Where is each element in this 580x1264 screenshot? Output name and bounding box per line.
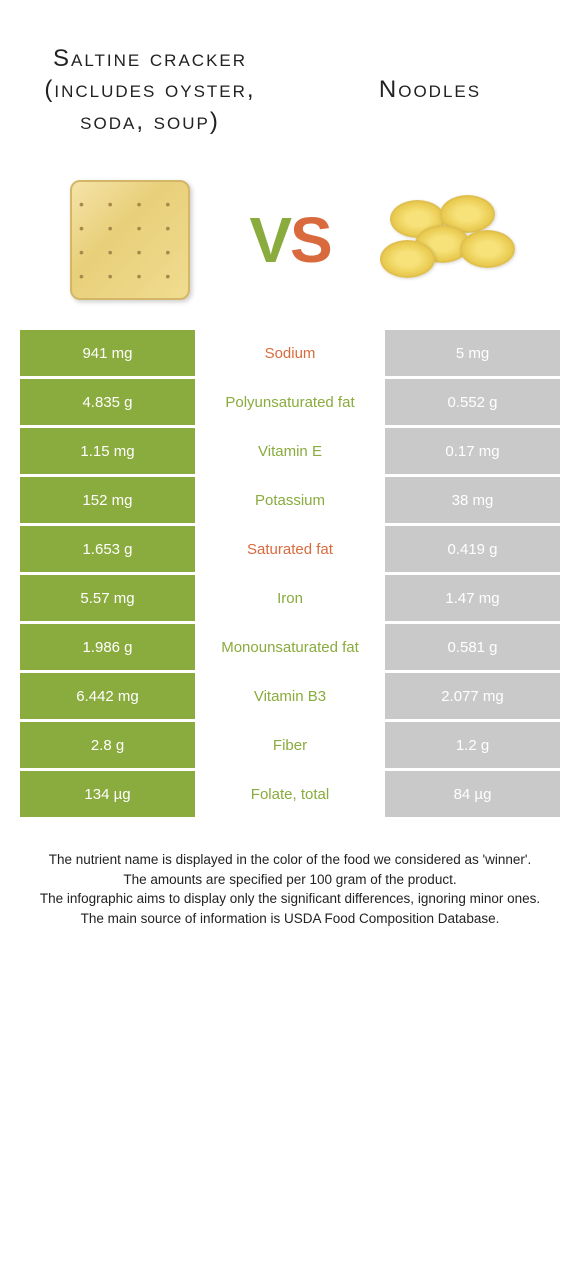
left-value: 6.442 mg <box>20 673 195 719</box>
left-value: 1.653 g <box>20 526 195 572</box>
nutrient-row: 1.653 gSaturated fat0.419 g <box>20 526 560 572</box>
left-value: 4.835 g <box>20 379 195 425</box>
footer-notes: The nutrient name is displayed in the co… <box>0 820 580 948</box>
vs-s: S <box>290 204 331 276</box>
right-value: 1.2 g <box>385 722 560 768</box>
right-value: 1.47 mg <box>385 575 560 621</box>
vs-label: VS <box>239 203 340 277</box>
nutrient-row: 941 mgSodium5 mg <box>20 330 560 376</box>
nutrient-name: Fiber <box>195 722 385 768</box>
nutrient-name: Polyunsaturated fat <box>195 379 385 425</box>
left-value: 1.986 g <box>20 624 195 670</box>
nutrient-row: 1.15 mgVitamin E0.17 mg <box>20 428 560 474</box>
image-row: VS <box>0 170 580 330</box>
noodles-icon <box>380 195 520 285</box>
cracker-icon <box>70 180 190 300</box>
nutrient-name: Iron <box>195 575 385 621</box>
footer-line-1: The nutrient name is displayed in the co… <box>20 850 560 870</box>
nutrient-name: Vitamin E <box>195 428 385 474</box>
right-food-image <box>341 195 560 285</box>
nutrient-row: 6.442 mgVitamin B32.077 mg <box>20 673 560 719</box>
left-value: 134 µg <box>20 771 195 817</box>
right-value: 0.581 g <box>385 624 560 670</box>
nutrient-row: 2.8 gFiber1.2 g <box>20 722 560 768</box>
right-food-title: Noodles <box>290 74 570 105</box>
left-value: 5.57 mg <box>20 575 195 621</box>
nutrient-name: Monounsaturated fat <box>195 624 385 670</box>
right-value: 2.077 mg <box>385 673 560 719</box>
left-food-title: Saltine cracker (includes oyster, soda, … <box>10 43 290 137</box>
vs-v: V <box>249 204 290 276</box>
right-value: 5 mg <box>385 330 560 376</box>
nutrient-row: 134 µgFolate, total84 µg <box>20 771 560 817</box>
header-row: Saltine cracker (includes oyster, soda, … <box>0 0 580 170</box>
left-value: 2.8 g <box>20 722 195 768</box>
footer-line-2: The amounts are specified per 100 gram o… <box>20 870 560 890</box>
right-value: 38 mg <box>385 477 560 523</box>
left-value: 1.15 mg <box>20 428 195 474</box>
nutrient-name: Potassium <box>195 477 385 523</box>
left-value: 941 mg <box>20 330 195 376</box>
right-value: 0.419 g <box>385 526 560 572</box>
nutrient-row: 152 mgPotassium38 mg <box>20 477 560 523</box>
right-value: 0.552 g <box>385 379 560 425</box>
footer-line-3: The infographic aims to display only the… <box>20 889 560 909</box>
footer-line-4: The main source of information is USDA F… <box>20 909 560 929</box>
nutrient-row: 5.57 mgIron1.47 mg <box>20 575 560 621</box>
nutrient-name: Vitamin B3 <box>195 673 385 719</box>
nutrient-name: Folate, total <box>195 771 385 817</box>
nutrient-name: Sodium <box>195 330 385 376</box>
right-value: 0.17 mg <box>385 428 560 474</box>
nutrient-name: Saturated fat <box>195 526 385 572</box>
left-food-image <box>20 180 239 300</box>
nutrient-row: 1.986 gMonounsaturated fat0.581 g <box>20 624 560 670</box>
nutrient-comparison-table: 941 mgSodium5 mg4.835 gPolyunsaturated f… <box>0 330 580 817</box>
nutrient-row: 4.835 gPolyunsaturated fat0.552 g <box>20 379 560 425</box>
left-value: 152 mg <box>20 477 195 523</box>
right-value: 84 µg <box>385 771 560 817</box>
